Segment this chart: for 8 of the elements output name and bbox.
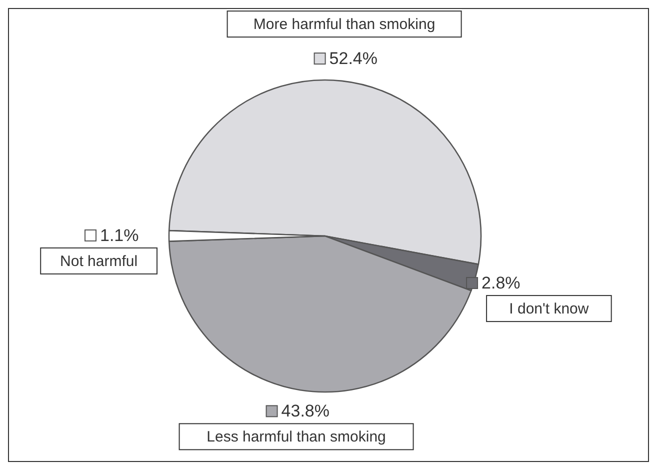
slice-label: More harmful than smoking bbox=[253, 16, 436, 34]
legend-label: Less harmful than smoking bbox=[206, 428, 386, 446]
data-label: 43.8% bbox=[281, 402, 330, 421]
slice-label: I don't know bbox=[509, 300, 589, 318]
legend-label: Not harmful bbox=[60, 252, 138, 270]
data-label: 52.4% bbox=[329, 49, 378, 68]
data-label: 2.8% bbox=[482, 274, 520, 293]
data-label: 1.1% bbox=[100, 226, 139, 245]
